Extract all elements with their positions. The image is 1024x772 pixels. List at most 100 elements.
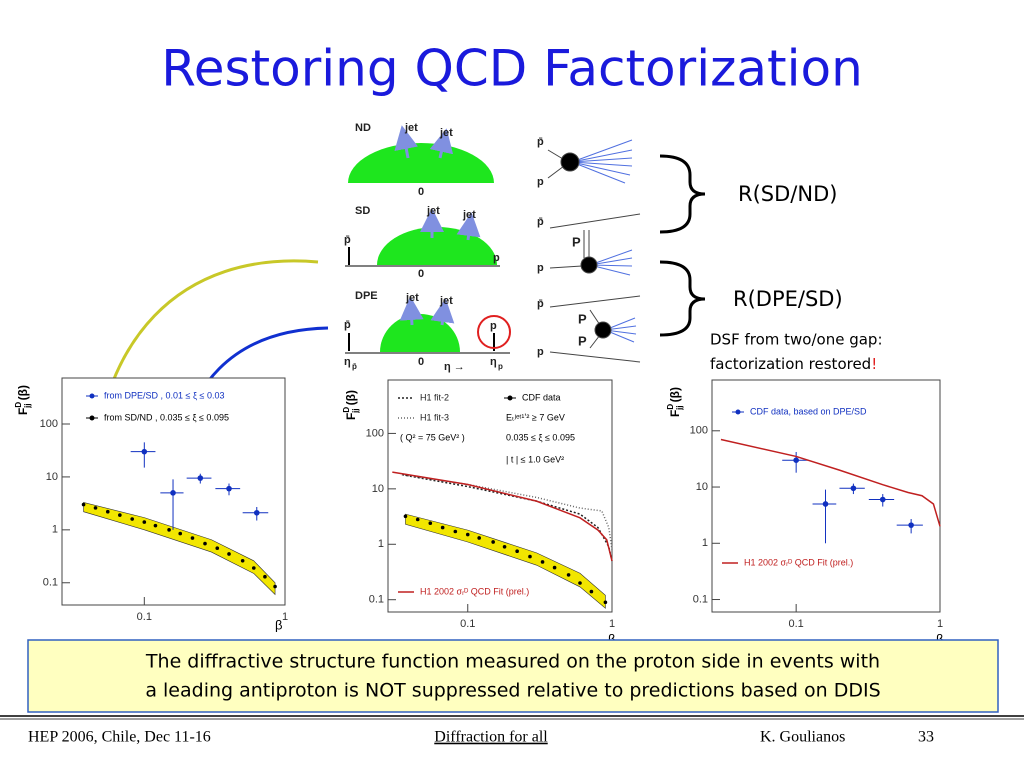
legend-label: from DPE/SD , 0.01 ≤ ξ ≤ 0.03 [104, 390, 224, 400]
y-tick-label: 10 [372, 483, 384, 495]
y-tick-label: 0.1 [43, 577, 58, 589]
label: jet [404, 122, 418, 134]
y-label: jj [351, 408, 360, 413]
point [603, 600, 608, 605]
point [578, 581, 582, 585]
y-label: jj [23, 403, 32, 408]
x-label: β [608, 631, 615, 646]
legend-swatch [735, 409, 741, 415]
point [566, 573, 571, 577]
point [263, 574, 267, 579]
label: p [537, 176, 544, 188]
point [589, 589, 594, 594]
y-label: D [342, 407, 351, 413]
point [552, 565, 557, 570]
legend-label: CDF data [522, 392, 561, 402]
y-label: F [16, 408, 30, 415]
y-tick-label: 1 [702, 537, 708, 549]
legend-note: | t | ≤ 1.0 GeV² [506, 454, 564, 464]
label: jet [405, 292, 419, 304]
y-label: (β) [344, 390, 358, 405]
point [793, 457, 799, 464]
label: jet [426, 205, 440, 217]
x-tick-label: 1 [937, 618, 943, 630]
legend-swatch [89, 415, 95, 421]
label: p [490, 320, 497, 332]
point [178, 531, 183, 536]
x-tick-label: 0.1 [137, 611, 152, 623]
legend-swatch [507, 395, 513, 401]
footer-author: K. Goulianos [760, 729, 845, 746]
curve [392, 471, 613, 562]
y-label: F [668, 410, 682, 417]
label: η [490, 356, 497, 368]
legend-label: CDF data, based on DPE/SD [750, 406, 867, 416]
x-label: β [936, 631, 943, 646]
point [253, 509, 260, 516]
nd-diagram: ND jet jet 0 [348, 122, 494, 198]
point [415, 517, 420, 522]
x-tick-label: 0.1 [460, 618, 475, 630]
label: p [537, 262, 544, 274]
point [197, 475, 204, 481]
brace [659, 260, 706, 337]
label: p [537, 346, 544, 358]
label: jet [439, 127, 453, 139]
ratio-label: R(DPE/SD) [733, 287, 843, 311]
note: factorization restored [710, 355, 871, 373]
point [190, 536, 195, 540]
feynman-graphs: p̄ p p̄ P p p̄ P P p [537, 136, 641, 363]
point [908, 522, 914, 528]
label: p [493, 252, 500, 264]
note-mark: ! [871, 355, 877, 373]
point [130, 517, 134, 521]
point [528, 554, 532, 559]
y-tick-label: 0.1 [369, 594, 384, 606]
note: DSF from two/one gap: [710, 331, 883, 349]
point [502, 545, 507, 549]
point [251, 566, 256, 570]
legend-swatch [89, 393, 95, 399]
y-label: (β) [16, 385, 30, 400]
footer-page: 33 [918, 729, 934, 746]
summary: The diffractive structure function measu… [145, 651, 880, 673]
point [215, 546, 220, 550]
label: p̄ [537, 298, 544, 310]
point [515, 549, 519, 554]
point [141, 448, 148, 455]
legend-label: H1 fit-2 [420, 392, 449, 402]
point [226, 485, 232, 492]
y-tick-label: 10 [696, 481, 708, 493]
legend-label: H1 fit-3 [420, 412, 449, 422]
y-tick-label: 10 [46, 471, 58, 483]
label: jet [439, 295, 453, 307]
label: p [498, 362, 503, 371]
point [81, 502, 86, 507]
label: P [578, 311, 587, 326]
point [440, 525, 445, 530]
point [822, 501, 829, 507]
y-label: D [666, 404, 675, 410]
y-tick-label: 100 [40, 418, 58, 430]
y-tick-label: 1 [378, 538, 384, 550]
footer-event: HEP 2006, Chile, Dec 11-16 [28, 729, 211, 746]
label: 0 [418, 268, 424, 280]
y-tick-label: 100 [690, 425, 708, 437]
legend-label: from SD/ND , 0.035 ≤ ξ ≤ 0.095 [104, 412, 229, 422]
footer-topic: Diffraction for all [434, 729, 548, 746]
x-tick-label: 0.1 [789, 618, 804, 630]
summary: a leading antiproton is NOT suppressed r… [145, 680, 880, 702]
point [240, 559, 245, 563]
ratio-label: R(SD/ND) [738, 182, 837, 206]
y-label: jj [675, 405, 684, 410]
title: Restoring QCD Factorization [161, 40, 863, 98]
point [273, 584, 277, 589]
legend-note: 0.035 ≤ ξ ≤ 0.095 [506, 432, 575, 442]
point [465, 532, 470, 537]
point [477, 536, 481, 540]
legend-note: ( Q² = 75 GeV² ) [400, 432, 465, 442]
point [540, 560, 545, 564]
label: 0 [418, 186, 424, 198]
